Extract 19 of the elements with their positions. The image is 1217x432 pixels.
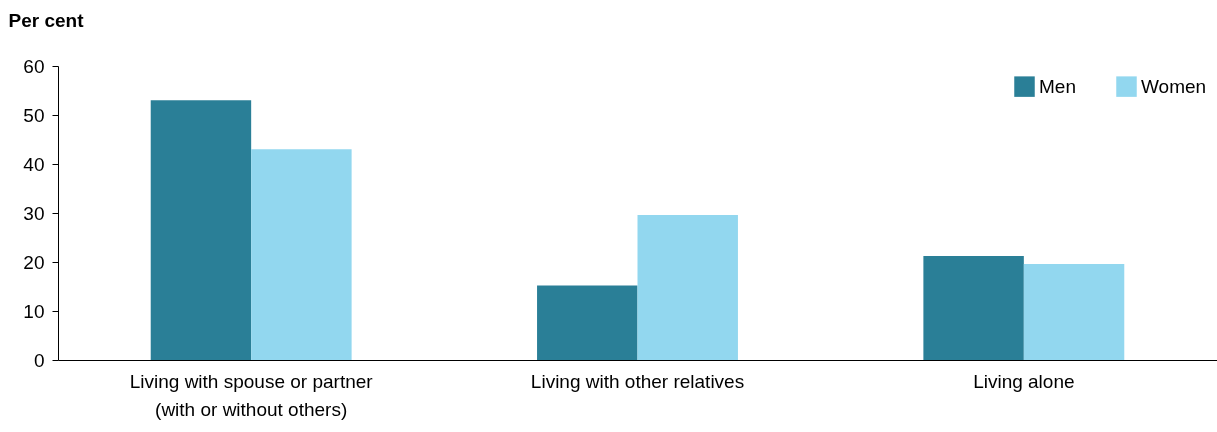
y-tick-label: 50 bbox=[23, 104, 45, 126]
y-tick-label: 0 bbox=[33, 349, 45, 371]
bar bbox=[537, 285, 638, 360]
x-tick-label: Living with other relatives bbox=[530, 370, 745, 392]
bar bbox=[251, 149, 352, 360]
bar bbox=[150, 100, 252, 360]
x-tick-label: Living alone bbox=[973, 370, 1075, 392]
x-tick-label: Living with spouse or partner (with or without others) bbox=[129, 370, 374, 420]
y-tick-label: 60 bbox=[23, 55, 45, 77]
y-axis-title: Per cent bbox=[8, 9, 85, 31]
y-tick-label: 40 bbox=[23, 153, 45, 175]
legend-label: Women bbox=[1141, 75, 1207, 97]
y-tick-label: 30 bbox=[23, 202, 45, 224]
bar bbox=[923, 256, 1024, 360]
bar bbox=[637, 214, 738, 360]
y-tick-label: 10 bbox=[23, 300, 45, 322]
bar bbox=[1023, 263, 1125, 360]
y-tick-label: 20 bbox=[23, 251, 45, 273]
legend-label: Men bbox=[1039, 75, 1076, 97]
